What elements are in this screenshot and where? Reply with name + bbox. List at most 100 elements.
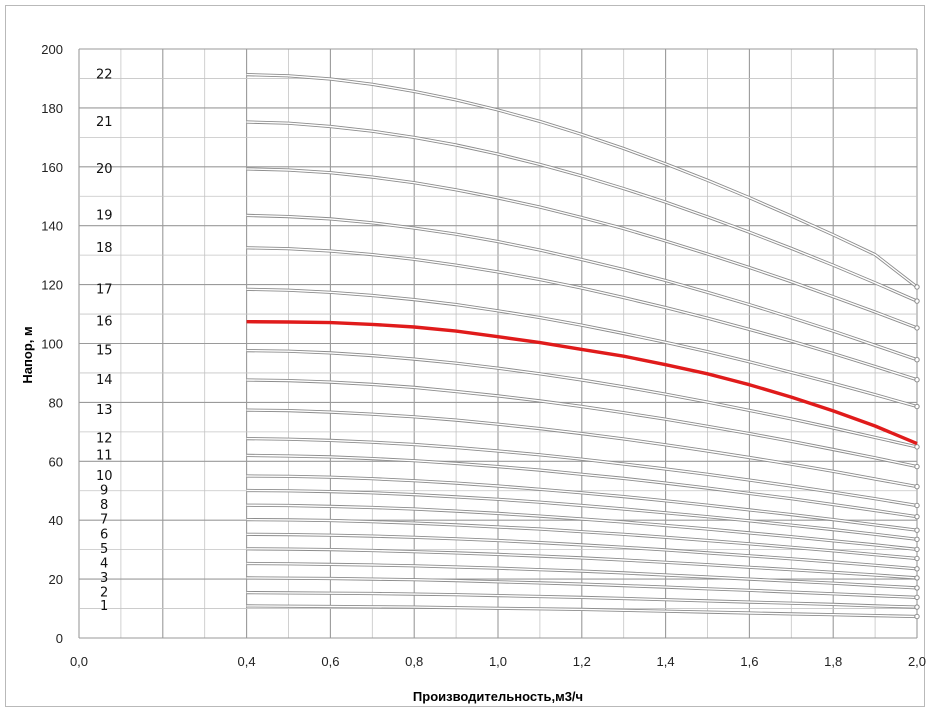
curve-inner (246, 73, 918, 288)
y-tick-label: 20 (49, 572, 63, 587)
curve-5 (246, 547, 920, 581)
y-tick-label: 140 (41, 219, 63, 234)
curve-label-2: 2 (100, 586, 108, 601)
y-tick-label: 80 (49, 395, 63, 410)
y-tick-label: 180 (41, 101, 63, 116)
x-axis-ticks: 0,0 0,4 0,6 0,8 1,0 1,2 1,4 1,6 1,8 2,0 (70, 654, 926, 669)
curve-inner (246, 562, 918, 589)
curve-20 (246, 167, 920, 331)
curve-label-7: 7 (100, 513, 108, 528)
curve-label-22: 22 (96, 68, 113, 83)
curve-7 (246, 518, 920, 562)
curve-label-1: 1 (100, 599, 108, 614)
curve-end-marker (914, 403, 920, 410)
curve-17 (246, 287, 920, 410)
x-tick-label: 1,2 (573, 654, 591, 669)
curve-end-marker (914, 594, 920, 601)
curve-4 (246, 561, 920, 591)
curve-13 (246, 408, 920, 490)
y-tick-label: 200 (41, 42, 63, 57)
curve-label-14: 14 (96, 373, 113, 388)
curve-end-marker (914, 356, 920, 363)
curve-1 (246, 604, 920, 620)
y-tick-label: 60 (49, 454, 63, 469)
curve-11 (246, 453, 920, 520)
curve-label-3: 3 (100, 571, 108, 586)
curve-16 (246, 320, 918, 446)
curve-inner (246, 214, 918, 361)
y-axis-title: Напор, м (20, 326, 35, 383)
curve-inner (246, 489, 918, 540)
curve-inner (246, 454, 918, 518)
curve-label-8: 8 (100, 498, 108, 513)
x-tick-label: 0,4 (238, 654, 256, 669)
curve-end-marker (914, 444, 920, 450)
curve-14 (246, 378, 920, 470)
curve-end-marker (914, 613, 920, 620)
y-tick-label: 100 (41, 337, 63, 352)
curve-22 (246, 73, 920, 290)
curve-end-marker (914, 513, 920, 520)
curve-label-6: 6 (100, 527, 108, 542)
curves (246, 73, 920, 620)
curve-8 (246, 503, 920, 553)
curve-end-marker (914, 325, 920, 331)
curve-end-marker (914, 298, 920, 304)
x-tick-label: 1,4 (657, 654, 675, 669)
curve-inner (246, 121, 918, 302)
curve-label-13: 13 (96, 403, 113, 418)
curve-inner (246, 288, 918, 408)
grid (78, 48, 918, 639)
y-tick-label: 40 (49, 513, 63, 528)
curve-15 (246, 349, 920, 450)
curve-label-17: 17 (96, 282, 113, 297)
curve-label-5: 5 (100, 542, 108, 557)
curve-end-marker (914, 483, 920, 490)
curve-inner (246, 605, 918, 618)
curve-label-12: 12 (96, 432, 113, 447)
y-tick-label: 120 (41, 278, 63, 293)
curve-inner (246, 475, 918, 531)
curve-inner (246, 577, 918, 599)
curve-end-marker (914, 566, 920, 572)
curve-inner (246, 379, 918, 468)
curve-label-11: 11 (96, 448, 113, 463)
curve-inner (246, 548, 918, 579)
curve-label-20: 20 (96, 162, 113, 177)
curve-inner (246, 349, 918, 448)
curve-end-marker (914, 604, 920, 610)
curve-12 (246, 437, 920, 509)
curve-label-4: 4 (100, 556, 108, 571)
x-tick-label: 0,6 (321, 654, 339, 669)
y-tick-label: 160 (41, 160, 63, 175)
curve-end-marker (914, 546, 920, 553)
x-tick-label: 0,0 (70, 654, 88, 669)
x-tick-label: 0,8 (405, 654, 423, 669)
curve-label-19: 19 (96, 208, 113, 223)
x-axis-title: Производительность,м3/ч (413, 689, 583, 704)
curve-end-marker (914, 502, 920, 509)
curve-label-15: 15 (96, 344, 113, 359)
curve-inner (246, 437, 918, 507)
y-tick-label: 0 (56, 631, 63, 646)
curve-label-18: 18 (96, 241, 113, 256)
curve-inner (246, 247, 918, 381)
curve-label-9: 9 (100, 483, 108, 498)
curve-end-marker (914, 585, 920, 591)
x-tick-label: 1,6 (740, 654, 758, 669)
x-tick-label: 2,0 (908, 654, 926, 669)
x-tick-label: 1,8 (824, 654, 842, 669)
curve-19 (246, 213, 920, 363)
curve-2 (246, 591, 920, 610)
curve-3 (246, 576, 920, 601)
curve-6 (246, 532, 920, 572)
y-axis-ticks: 0 20 40 60 80 100 120 140 160 180 200 (41, 42, 63, 646)
curve-end-marker (914, 463, 920, 470)
curve-inner (246, 533, 918, 570)
curve-end-marker (914, 377, 920, 383)
curve-inner (246, 168, 918, 329)
x-tick-label: 1,0 (489, 654, 507, 669)
curve-label-16: 16 (96, 315, 113, 330)
